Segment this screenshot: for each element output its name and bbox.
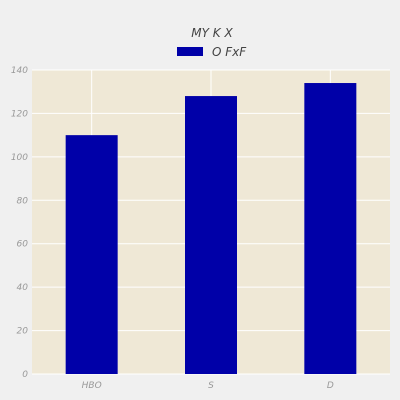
y-tick-label: 40 [17,283,29,293]
y-tick-label: 80 [17,196,29,206]
legend-label: O FxF [212,45,247,59]
chart-title: MY K X [191,26,233,40]
legend-swatch [177,47,203,56]
y-tick-label: 60 [17,240,29,250]
x-axis-ticks: HBO S D [82,381,334,391]
y-tick-label: 140 [11,66,28,76]
x-tick-label: D [327,381,334,391]
y-tick-label: 120 [11,109,28,119]
bars [65,83,357,375]
legend: O FxF [177,45,247,59]
bar-s [185,96,237,375]
y-axis-ticks: 0 20 40 60 80 100 120 140 [11,66,28,380]
y-tick-label: 0 [22,370,28,380]
x-tick-label: S [208,381,214,391]
y-tick-label: 100 [11,153,28,163]
bar-hbo [65,135,118,374]
bar-d [304,83,357,375]
y-tick-label: 20 [17,327,29,337]
x-tick-label: HBO [82,381,102,391]
